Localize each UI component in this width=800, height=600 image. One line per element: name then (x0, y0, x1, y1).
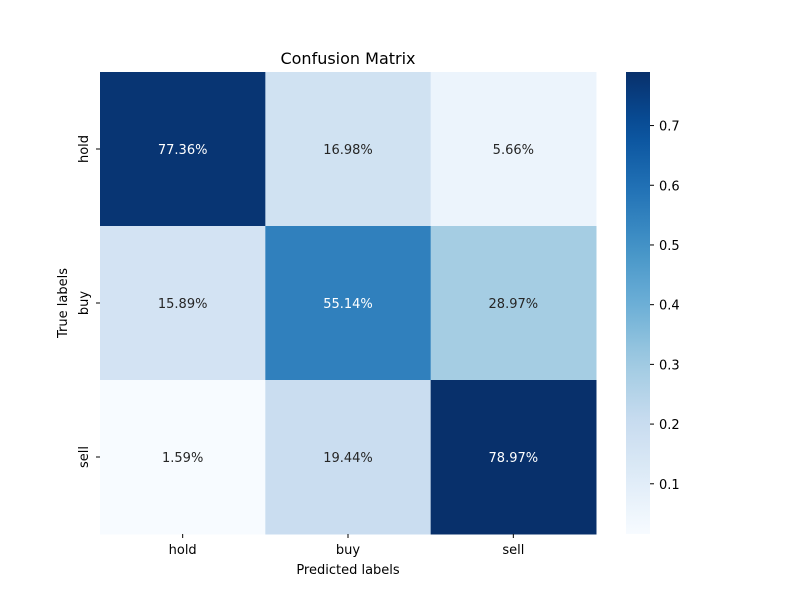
y-tick-label: sell (77, 446, 92, 468)
y-axis-ticks: hold buy sell (77, 135, 100, 468)
cell-annotation: 1.59% (162, 451, 203, 466)
colorbar-tick-label: 0.5 (659, 239, 680, 254)
cell-annotation: 55.14% (323, 297, 373, 312)
heatmap-cell (100, 72, 266, 227)
x-tick-label: sell (502, 543, 524, 558)
heatmap-cell (430, 380, 597, 535)
heatmap-cell (100, 226, 266, 381)
colorbar-tick-label: 0.4 (659, 299, 680, 314)
cell-annotation: 5.66% (493, 143, 534, 158)
heatmap-cell (265, 380, 432, 535)
heatmap-cell (430, 226, 597, 381)
heatmap-cell (265, 226, 432, 381)
colorbar-tick-label: 0.2 (659, 418, 680, 433)
x-tick-label: buy (336, 543, 360, 558)
cell-annotation: 19.44% (323, 451, 373, 466)
y-tick-label: buy (77, 291, 92, 315)
x-axis-label: Predicted labels (296, 563, 400, 578)
cell-annotation: 28.97% (489, 297, 539, 312)
colorbar-tick-label: 0.6 (659, 179, 680, 194)
heatmap-cell (430, 72, 597, 227)
y-tick-label: hold (77, 135, 92, 163)
colorbar-ticks: 0.1 0.2 0.3 0.4 0.5 0.6 0.7 (650, 120, 680, 493)
cell-annotation: 15.89% (158, 297, 208, 312)
x-tick-label: hold (169, 543, 197, 558)
heatmap-cells: 77.36% 16.98% 5.66% 15.89% 55.14% 28.97% 1.59%… (100, 72, 597, 535)
x-axis-ticks: hold buy sell (169, 534, 524, 558)
cell-annotation: 78.97% (489, 451, 539, 466)
heatmap-cell (265, 72, 432, 227)
heatmap-cell (100, 380, 266, 535)
y-axis-label: True labels (56, 268, 71, 339)
colorbar-tick-label: 0.7 (659, 120, 680, 135)
colorbar-tick-label: 0.3 (659, 358, 680, 373)
colorbar-tick-label: 0.1 (659, 478, 680, 493)
cell-annotation: 77.36% (158, 143, 208, 158)
colorbar (626, 72, 650, 534)
cell-annotation: 16.98% (323, 143, 373, 158)
chart-title: Confusion Matrix (280, 49, 415, 68)
